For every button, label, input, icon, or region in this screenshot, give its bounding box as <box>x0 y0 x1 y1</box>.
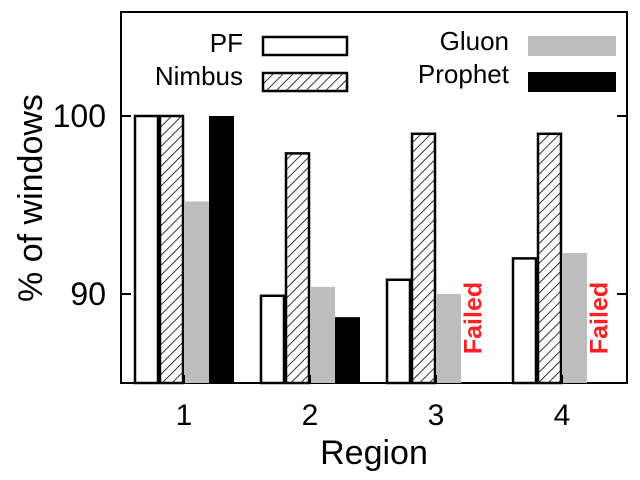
x-tick-label: 4 <box>554 399 571 432</box>
bar-gluon-region-4 <box>562 253 587 383</box>
x-tick-label: 1 <box>176 399 193 432</box>
failed-annotation: Failed <box>460 282 488 354</box>
x-tick-label: 2 <box>302 399 319 432</box>
legend-swatch-nimbus <box>261 71 349 93</box>
legend-swatch-pf <box>261 35 349 57</box>
legend-label-gluon: Gluon <box>440 26 509 56</box>
legend-label-pf: PF <box>210 28 243 58</box>
bar-gluon-region-3 <box>436 294 461 383</box>
bar-pf-region-4 <box>511 257 538 385</box>
bar-gluon-region-2 <box>310 286 335 383</box>
bar-gluon-region-1 <box>184 201 209 383</box>
failed-annotation: Failed <box>586 282 614 354</box>
bar-nimbus-region-1 <box>158 114 185 385</box>
bar-pf-region-1 <box>133 114 160 385</box>
y-tick-label: 90 <box>70 276 106 312</box>
legend-swatch-prophet <box>528 72 616 92</box>
bar-nimbus-region-2 <box>284 152 311 385</box>
bar-nimbus-region-3 <box>410 132 437 385</box>
bar-pf-region-3 <box>385 278 412 385</box>
bar-prophet-region-2 <box>335 317 360 383</box>
legend-label-nimbus: Nimbus <box>155 61 243 91</box>
ticks-layer: 1 2 3 4 90 100 <box>53 98 627 432</box>
bar-pf-region-2 <box>259 294 286 385</box>
legend-swatch-gluon <box>528 36 616 56</box>
bar-nimbus-region-4 <box>536 132 563 385</box>
x-tick-label: 3 <box>428 399 445 432</box>
bars-layer: Failed Failed <box>133 114 614 385</box>
y-axis-title: % of windows <box>12 94 50 302</box>
plot-frame <box>120 11 628 384</box>
legend-label-prophet: Prophet <box>418 59 510 89</box>
y-tick-label: 100 <box>53 98 106 134</box>
bar-prophet-region-1 <box>209 116 234 383</box>
x-axis-title: Region <box>320 434 428 472</box>
legend: PF Nimbus Gluon Prophet <box>155 26 616 93</box>
